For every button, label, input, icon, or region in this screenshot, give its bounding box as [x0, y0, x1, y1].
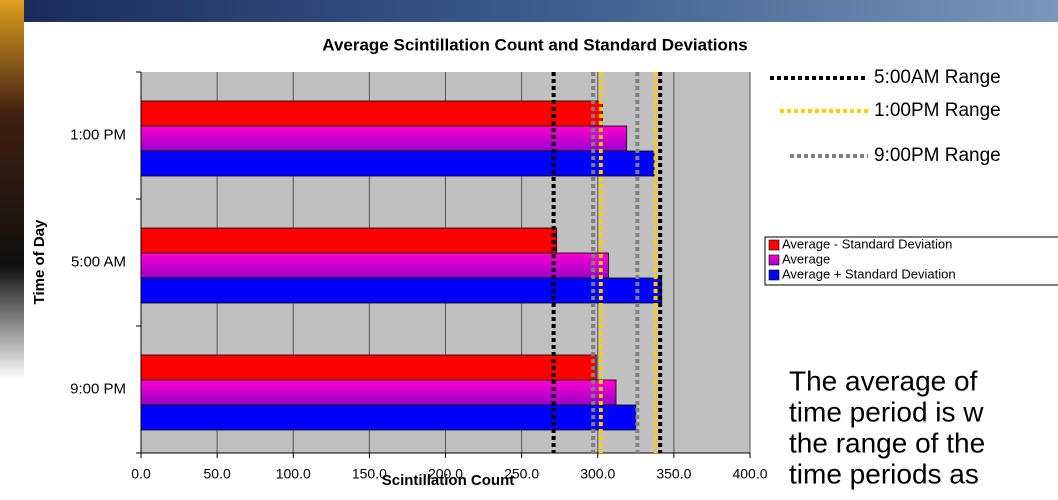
legend-label: 1:00PM Range [874, 100, 1001, 121]
x-tick-label: 350.0 [656, 466, 691, 482]
legend-label: Average - Standard Deviation [782, 236, 952, 251]
bar [141, 101, 602, 126]
note-text: time periods as [789, 458, 979, 489]
x-tick-label: 50.0 [204, 466, 231, 482]
bar [141, 355, 596, 380]
legend-label: Average + Standard Deviation [782, 266, 956, 281]
slide: Average Scintillation Count and Standard… [0, 0, 1058, 495]
bar [141, 380, 616, 405]
side-image [0, 0, 24, 380]
x-tick-label: 250.0 [504, 466, 539, 482]
x-tick-label: 300.0 [580, 466, 615, 482]
legend-swatch [769, 255, 779, 265]
bar [141, 405, 636, 430]
x-tick-label: 400.0 [732, 466, 767, 482]
y-tick-label: 9:00 PM [70, 380, 126, 397]
legend-label: Average [782, 251, 830, 266]
note-text: time period is w [789, 396, 984, 427]
bar [141, 253, 608, 278]
bar [141, 228, 557, 253]
note-text: The average of [789, 365, 978, 396]
y-tick-label: 1:00 PM [70, 126, 126, 143]
legend-swatch [769, 270, 779, 280]
y-tick-label: 5:00 AM [71, 253, 126, 270]
x-tick-label: 200.0 [428, 466, 463, 482]
chart-title: Average Scintillation Count and Standard… [322, 35, 747, 54]
x-tick-label: 150.0 [352, 466, 387, 482]
note-text: the range of the [789, 427, 985, 458]
legend-label: 9:00PM Range [874, 145, 1001, 166]
banner [0, 0, 1058, 22]
bar [141, 278, 662, 303]
y-axis-label: Time of Day [31, 219, 48, 304]
x-tick-label: 100.0 [276, 466, 311, 482]
bar [141, 151, 654, 176]
x-tick-label: 0.0 [131, 466, 151, 482]
legend-swatch [769, 240, 779, 250]
legend-label: 5:00AM Range [874, 67, 1001, 88]
